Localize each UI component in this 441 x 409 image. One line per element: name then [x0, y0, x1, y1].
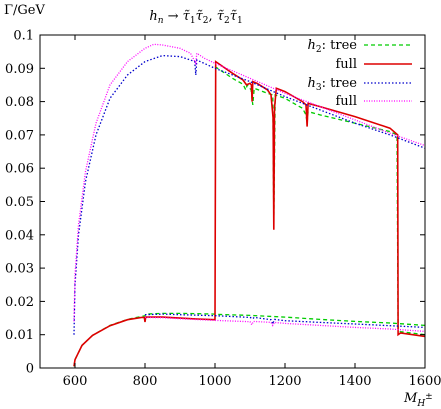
y-tick-label: 0.09: [5, 62, 34, 77]
y-tick-label: 0.08: [5, 95, 34, 110]
y-tick-label: 0.04: [5, 228, 34, 243]
legend-label-h2-full: full: [336, 57, 358, 72]
chart-title: hn → τ̃1τ̃2, τ̃2τ̃1: [149, 9, 242, 26]
legend: h2: tree full h3: tree full: [308, 38, 412, 109]
legend-label-h3-tree: h3: tree: [308, 76, 358, 93]
plot-frame: [39, 34, 426, 369]
series-layer: [73, 43, 426, 367]
y-tick-label: 0.01: [5, 328, 34, 343]
series-line-3-segment-1: [144, 316, 426, 333]
y-tick-label: 0.07: [5, 128, 34, 143]
series-line-2-segment-1: [144, 313, 426, 329]
x-tick-label: 1600: [408, 374, 441, 389]
y-tick-label: 0.02: [5, 295, 34, 310]
x-tick-label: 1400: [338, 374, 371, 389]
legend-label-h3-full: full: [336, 94, 358, 109]
x-tick-label: 800: [133, 374, 158, 389]
axis-layer: 0 0.01 0.02 0.03 0.04 0.05 0.06 0.07 0.08 0.09 0.1…: [5, 29, 441, 390]
series-line-0-segment-0: [73, 312, 426, 367]
x-tick-label: 1200: [268, 374, 301, 389]
y-tick-label: 0.1: [13, 29, 34, 44]
y-axis-title: Γ/GeV: [4, 3, 45, 18]
y-tick-label: 0.05: [5, 195, 34, 210]
series-line-2-segment-0: [73, 54, 426, 335]
x-axis-title: MH±: [403, 391, 433, 409]
x-tick-label: 1000: [198, 374, 231, 389]
y-tick-label: 0: [26, 362, 34, 377]
series-line-1-segment-0: [73, 60, 426, 367]
x-tick-label: 600: [63, 374, 88, 389]
legend-label-h2-tree: h2: tree: [308, 38, 358, 55]
series-line-3-segment-0: [73, 43, 426, 322]
y-tick-label: 0.03: [5, 262, 34, 277]
y-tick-label: 0.06: [5, 162, 34, 177]
